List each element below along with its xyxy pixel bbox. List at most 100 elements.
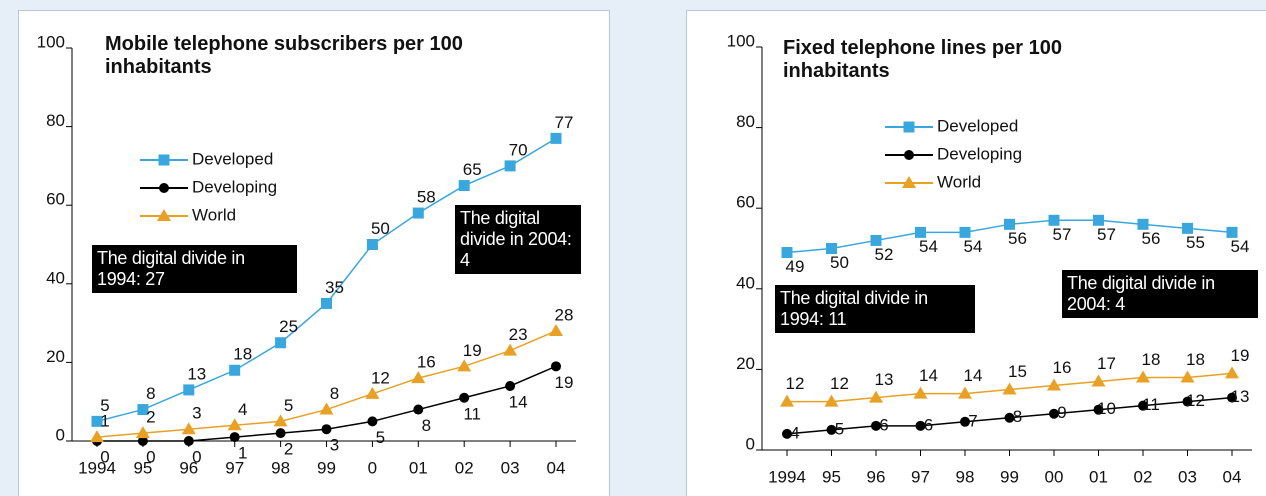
marker <box>90 430 104 443</box>
series-line <box>96 330 557 438</box>
marker <box>1137 218 1149 230</box>
marker <box>505 380 516 391</box>
legend-label: Developed <box>192 149 273 168</box>
data-label: 1 <box>100 412 109 431</box>
data-label: 57 <box>1053 225 1072 244</box>
data-label: 19 <box>463 341 482 360</box>
data-label: 19 <box>555 373 574 392</box>
data-label: 4 <box>238 400 247 419</box>
data-label: 50 <box>371 219 390 238</box>
x-tick-label: 96 <box>867 467 886 486</box>
data-label: 14 <box>919 366 938 385</box>
data-label: 23 <box>509 325 528 344</box>
x-tick-label: 95 <box>133 458 152 477</box>
x-tick-label: 04 <box>547 458 566 477</box>
data-label: 17 <box>1097 354 1116 373</box>
data-label: 50 <box>830 253 849 272</box>
marker <box>826 243 837 254</box>
data-label: 11 <box>463 404 481 423</box>
data-label: 52 <box>875 245 894 264</box>
data-label: 25 <box>279 317 298 336</box>
data-label: 56 <box>1008 229 1027 248</box>
x-tick-label: 95 <box>822 467 841 486</box>
data-label: 0 <box>100 447 109 466</box>
data-label: 4 <box>790 423 799 442</box>
data-label: 54 <box>964 237 983 256</box>
marker <box>227 418 242 431</box>
data-label: 13 <box>875 370 894 389</box>
data-label: 5 <box>835 419 844 438</box>
x-tick-label: 01 <box>409 458 428 477</box>
marker <box>458 180 470 192</box>
marker <box>321 297 332 309</box>
data-label: 58 <box>417 188 436 207</box>
x-tick-label: 04 <box>1223 467 1242 486</box>
marker <box>157 209 171 221</box>
data-label: 2 <box>284 440 293 459</box>
data-label: 14 <box>964 366 983 385</box>
marker <box>275 337 287 349</box>
data-label: 12 <box>371 368 390 387</box>
data-label: 35 <box>325 278 344 297</box>
legend-label: World <box>937 172 981 191</box>
marker <box>826 424 837 435</box>
marker <box>158 154 170 166</box>
marker <box>1226 226 1238 238</box>
data-label: 8 <box>422 416 431 435</box>
data-label: 8 <box>146 384 155 403</box>
chart-title: Fixed telephone lines per 100 inhabitant… <box>783 37 1062 82</box>
data-label: 13 <box>187 364 206 383</box>
x-tick-label: 1994 <box>78 458 116 477</box>
chart-title: Mobile telephone subscribers per 100 inh… <box>105 33 463 78</box>
x-tick-label: 0 <box>368 458 377 477</box>
marker <box>413 404 424 415</box>
marker <box>1227 392 1237 403</box>
marker <box>780 394 794 407</box>
annotation: The digital divide in 2004: 4 <box>1062 270 1258 318</box>
marker <box>365 386 380 399</box>
marker <box>1138 400 1148 411</box>
marker <box>549 323 563 336</box>
data-label: 0 <box>192 447 201 466</box>
marker <box>1180 370 1195 383</box>
legend-label: Developing <box>192 177 277 196</box>
data-label: 6 <box>879 415 888 434</box>
marker <box>459 392 470 403</box>
marker <box>551 361 561 372</box>
data-label: 9 <box>1057 403 1066 422</box>
legend-label: Developed <box>937 116 1018 135</box>
marker <box>902 176 916 188</box>
marker <box>550 132 562 144</box>
marker <box>137 436 148 446</box>
data-label: 0 <box>146 447 155 466</box>
x-tick-label: 01 <box>1089 467 1108 486</box>
y-tick-label: 60 <box>736 193 755 212</box>
data-label: 70 <box>509 140 528 159</box>
marker <box>411 371 426 384</box>
marker <box>1093 214 1104 226</box>
marker <box>273 414 288 427</box>
marker <box>1049 408 1059 419</box>
data-label: 6 <box>924 415 933 434</box>
data-label: 5 <box>100 396 109 415</box>
y-tick-label: 0 <box>56 425 65 444</box>
data-label: 11 <box>1142 395 1160 414</box>
data-label: 8 <box>1013 407 1022 426</box>
marker <box>824 394 839 407</box>
marker <box>915 420 926 431</box>
marker <box>1047 378 1061 391</box>
marker <box>504 160 516 172</box>
data-label: 56 <box>1142 229 1161 248</box>
x-tick-label: 03 <box>1178 467 1197 486</box>
marker <box>1136 370 1150 383</box>
marker <box>1004 412 1015 423</box>
marker <box>959 226 971 238</box>
data-label: 18 <box>1186 350 1205 369</box>
marker <box>137 404 149 416</box>
y-tick-label: 80 <box>46 111 65 130</box>
marker <box>904 150 914 160</box>
y-tick-label: 40 <box>736 273 755 292</box>
marker <box>321 424 332 435</box>
